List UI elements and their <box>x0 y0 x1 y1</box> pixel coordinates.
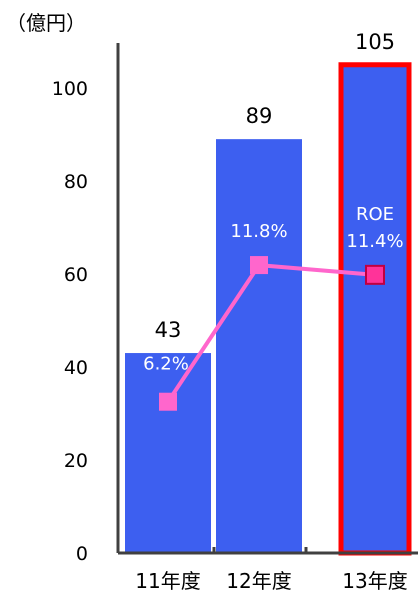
y-tick-label: 80 <box>64 171 88 193</box>
roe-value-label: 11.8% <box>230 221 287 242</box>
roe-value-label: 11.4% <box>346 231 403 252</box>
roe-value-label: 6.2% <box>143 354 189 375</box>
roe-marker <box>159 392 177 411</box>
chart-labels: 43 11年度 89 12年度 105 13年度 6.2% 11.8% 11.4% ROE <box>135 30 407 593</box>
bar-value-label: 105 <box>355 30 395 54</box>
y-tick-label: 40 <box>64 357 88 379</box>
y-tick-label: 0 <box>76 543 88 565</box>
roe-series-label: ROE <box>356 204 394 225</box>
unit-label: （億円） <box>6 11 86 35</box>
category-label: 11年度 <box>135 569 200 593</box>
roe-marker <box>250 256 268 275</box>
category-label: 12年度 <box>226 569 291 593</box>
bar-value-label: 43 <box>155 318 182 342</box>
y-tick-label: 20 <box>64 450 88 472</box>
bar-11年度 <box>125 353 211 553</box>
y-tick-label: 100 <box>52 78 88 100</box>
roe-marker <box>365 264 385 285</box>
category-label: 13年度 <box>342 569 407 593</box>
bars <box>125 62 412 556</box>
bar-13年度 <box>338 62 412 556</box>
y-tick-label: 60 <box>64 264 88 286</box>
roe-line-layer <box>159 256 385 411</box>
bar-value-label: 89 <box>246 104 273 128</box>
y-axis-ticks: 0 20 40 60 80 100 <box>52 78 308 565</box>
bar-12年度 <box>216 139 302 553</box>
